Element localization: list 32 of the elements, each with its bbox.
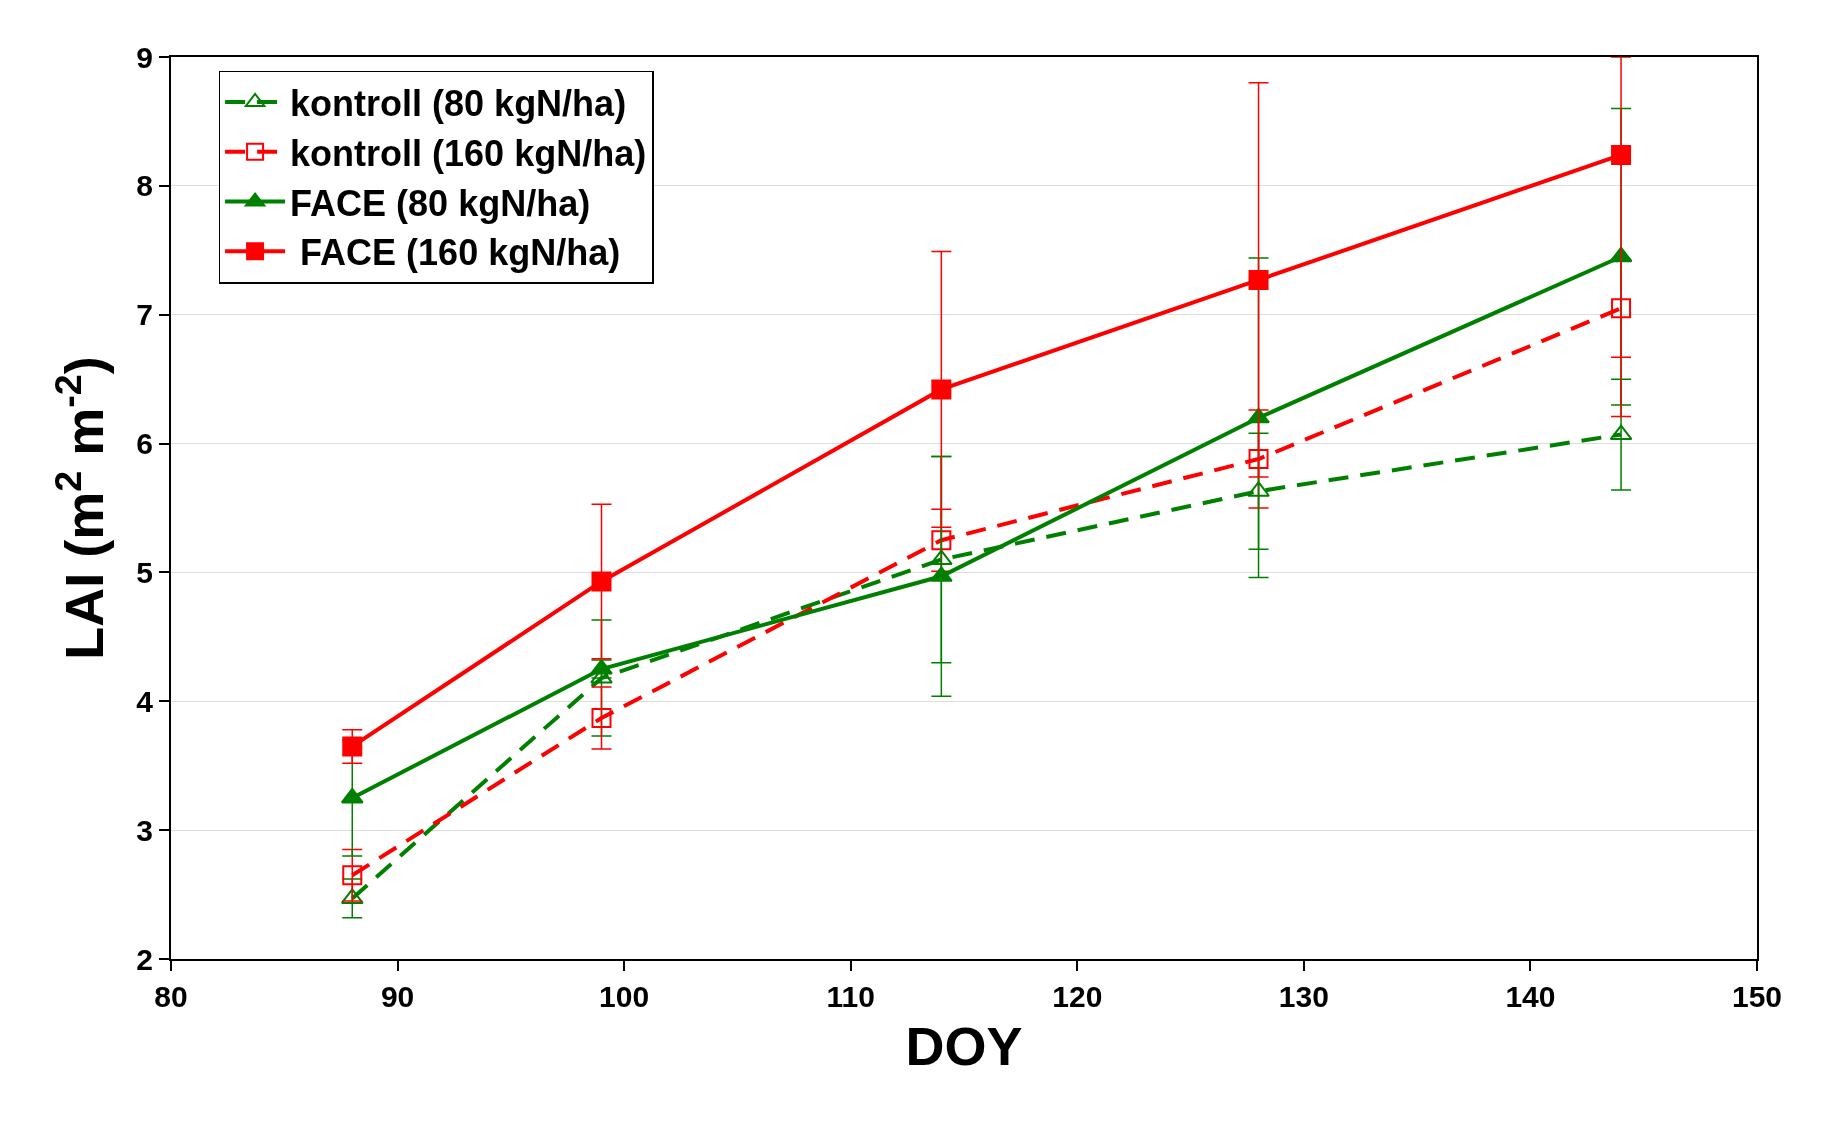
legend-label: kontroll (160 kgN/ha): [290, 132, 647, 174]
y-tick-label: 5: [136, 555, 153, 589]
x-tick-label: 80: [154, 980, 188, 1013]
x-tick-label: 130: [1278, 980, 1329, 1013]
point: [1248, 269, 1269, 290]
x-tick-label: 90: [380, 980, 415, 1013]
x-tick-label: 110: [826, 980, 875, 1013]
point: [1611, 298, 1632, 319]
point: [931, 379, 952, 400]
y-tick-label: 4: [136, 684, 154, 718]
legend-label: FACE (80 kgN/ha): [290, 182, 591, 224]
y-tick-label: 2: [136, 942, 153, 976]
y-tick-label: 7: [136, 298, 153, 332]
point: [931, 530, 952, 551]
x-tick-label: 100: [599, 980, 650, 1013]
y-tick-label: 3: [136, 813, 153, 847]
x-axis-title: DOY: [905, 1015, 1023, 1076]
legend-label: kontroll (80 kgN/ha): [290, 82, 627, 124]
y-tick-label: 9: [136, 40, 153, 74]
point: [1611, 144, 1632, 165]
point: [591, 571, 612, 592]
x-tick-label: 120: [1052, 980, 1103, 1013]
y-tick-label: 8: [136, 169, 153, 203]
x-tick-label: 140: [1505, 980, 1556, 1013]
x-tick-label: 150: [1731, 980, 1783, 1013]
point: [340, 787, 364, 804]
point: [929, 549, 953, 566]
legend-label: FACE (160 kgN/ha): [290, 232, 621, 274]
point: [1248, 449, 1269, 470]
point: [1247, 407, 1270, 424]
y-tick-label: 6: [136, 427, 153, 461]
point: [1609, 424, 1633, 441]
